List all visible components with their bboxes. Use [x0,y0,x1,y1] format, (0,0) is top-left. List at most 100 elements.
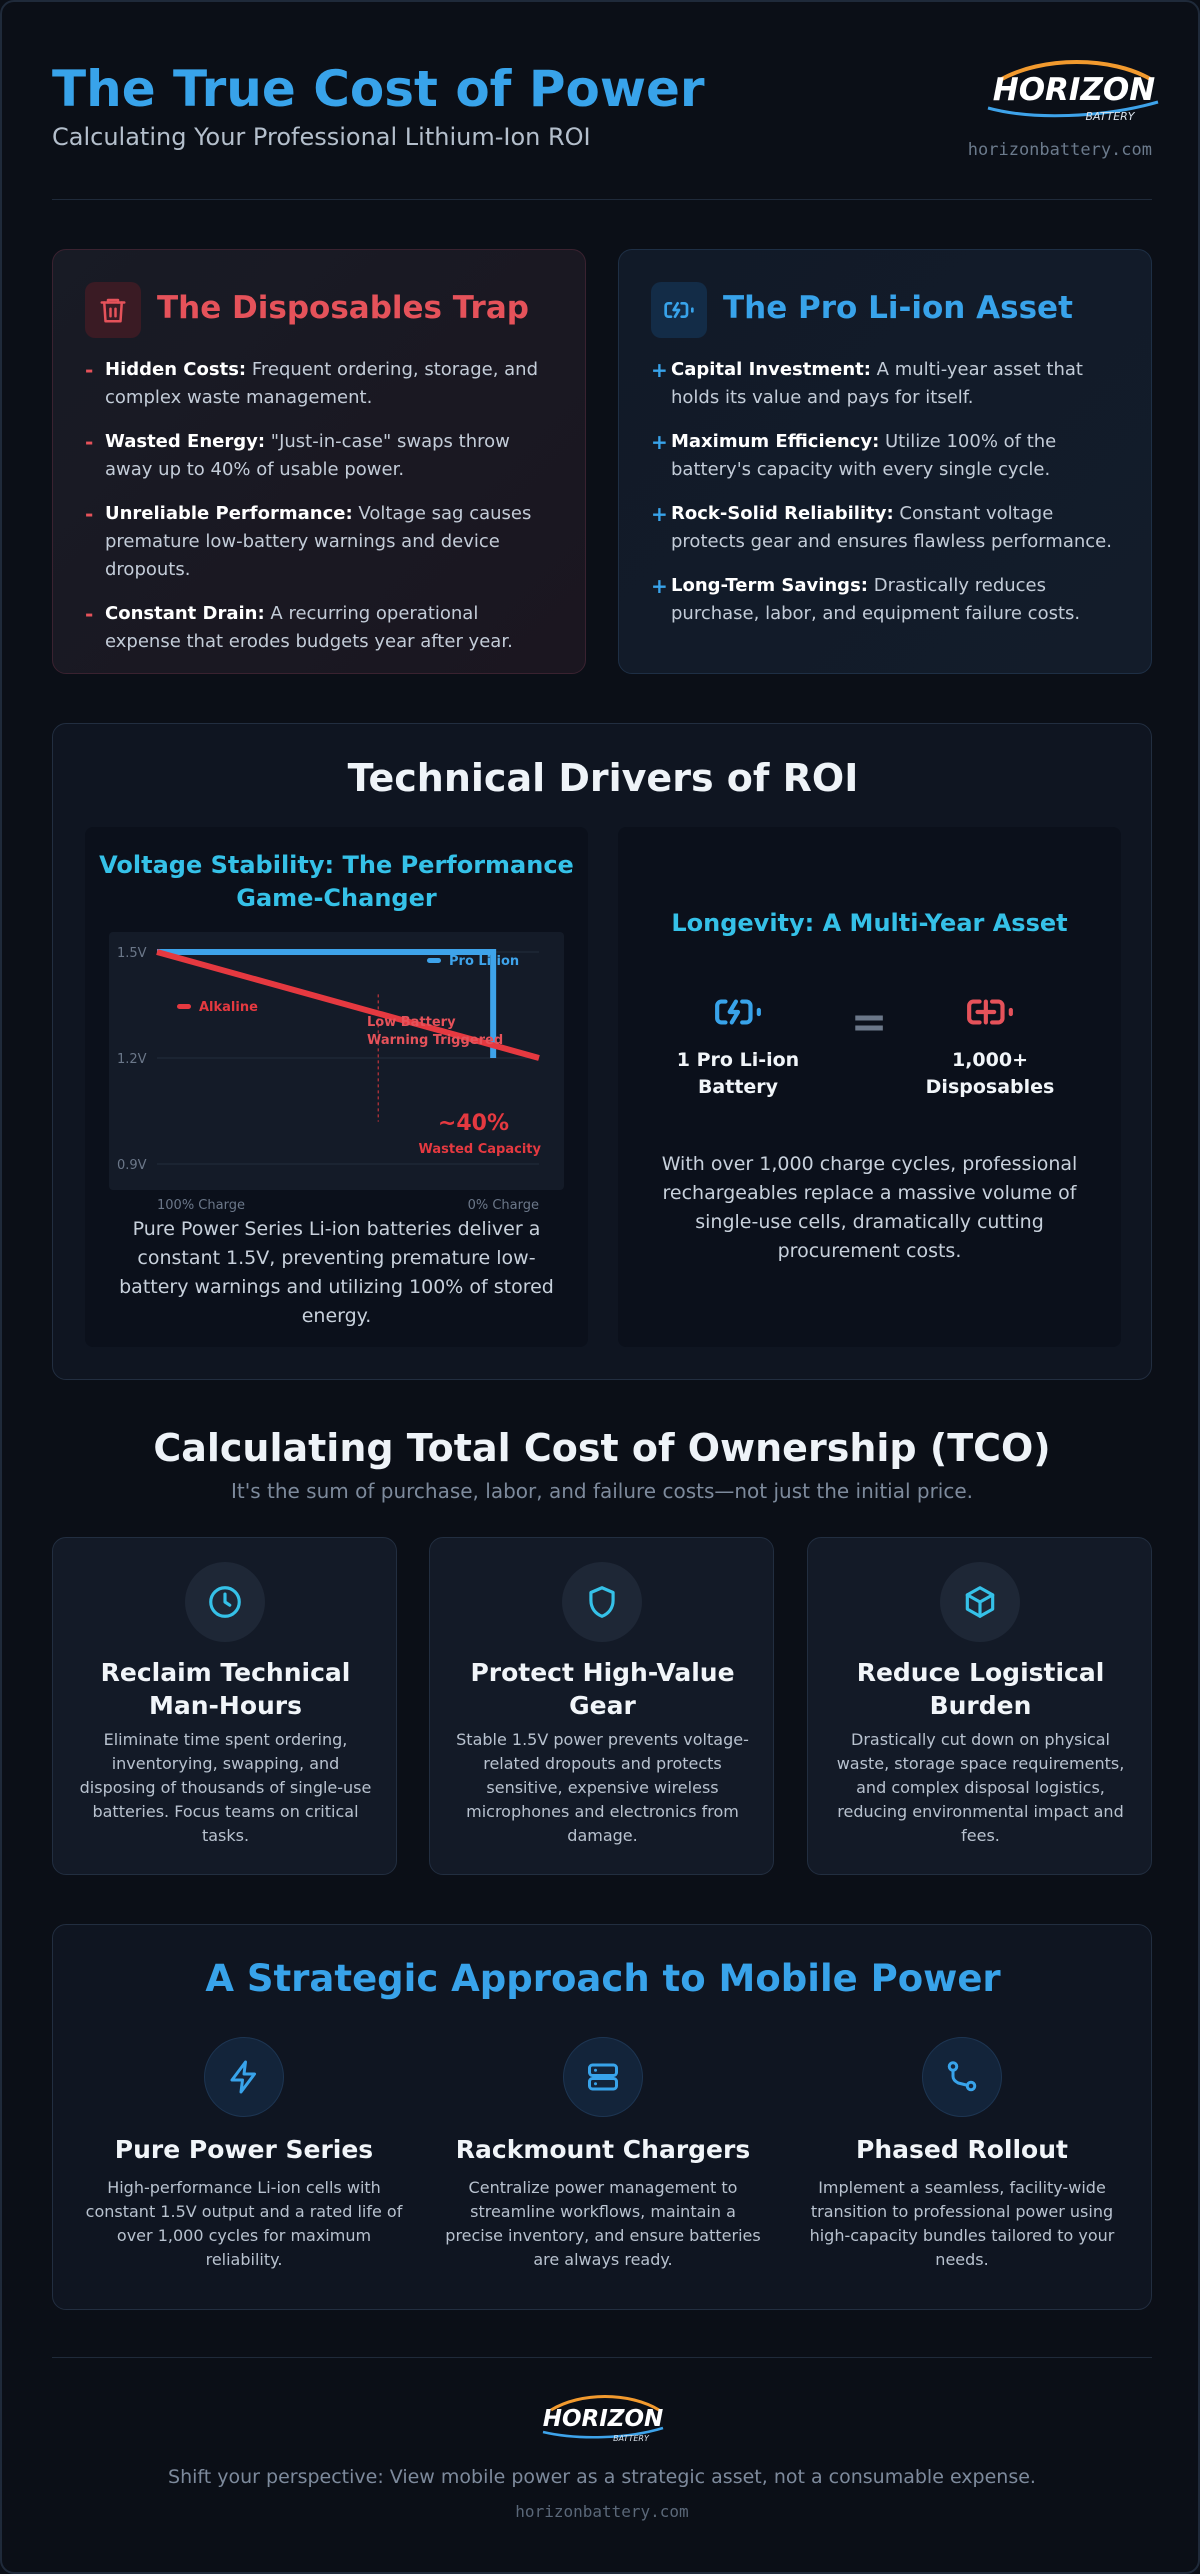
voltage-stability-panel: Voltage Stability: The Performance Game-… [85,827,588,1347]
chart-plot-area [109,932,564,1190]
disposables-label: 1,000+ Disposables [925,1049,1055,1098]
technical-drivers-section: Technical Drivers of ROI Voltage Stabili… [52,723,1152,1380]
list-item: + Rock-Solid Reliability: Constant voltag… [651,500,1123,556]
footer-url: horizonbattery.com [515,2502,689,2521]
lightning-icon [204,2037,284,2117]
item-label: Unreliable Performance: [105,503,353,524]
longevity-panel: Longevity: A Multi-Year Asset 1 Pro Li-i… [618,827,1121,1347]
strategy-item-title: Pure Power Series [114,2135,374,2164]
longevity-title: Longevity: A Multi-Year Asset [671,909,1068,937]
strategy-rackmount: Rackmount Chargers Centralize power mana… [428,2037,778,2272]
item-label: Capital Investment: [671,359,871,380]
disposables-block: 1,000+ Disposables [910,987,1070,1101]
list-item: + Maximum Efficiency: Utilize 100% of the… [651,428,1123,484]
header-divider [52,199,1152,200]
wasted-capacity-label: Wasted Capacity [419,1142,542,1157]
item-text: Drastically reduces purchase, labor, and… [671,575,1081,624]
bullet-marker: - [85,502,94,526]
footer-logo-word: HORIZON [543,2406,664,2432]
trash-icon [85,282,141,338]
equals-sign: = [850,997,888,1048]
footer-logo: HORIZON BATTERY [542,2395,664,2443]
shield-icon [562,1562,642,1642]
item-label: Rock-Solid Reliability: [671,503,894,524]
list-item: - Constant Drain: A recurring operational… [85,600,557,656]
list-item: + Capital Investment: A multi-year asset … [651,356,1123,412]
logo-sub: BATTERY [1085,110,1135,123]
disposables-trap-title: The Disposables Trap [157,290,529,326]
cube-icon [940,1562,1020,1642]
list-item: + Long-Term Savings: Drastically reduces … [651,572,1123,628]
technical-drivers-title: Technical Drivers of ROI [347,756,859,800]
bullet-marker: + [651,502,668,526]
server-icon [563,2037,643,2117]
pro-liion-asset-title: The Pro Li-ion Asset [723,290,1073,326]
footer-tagline: Shift your perspective: View mobile powe… [168,2466,1036,2488]
list-item: - Wasted Energy: "Just-in-case" swaps thr… [85,428,557,484]
tco-card-title: Protect High-Value Gear [470,1658,735,1720]
tco-card-title: Reduce Logistical Burden [856,1658,1105,1720]
battery-charging-icon [715,999,761,1025]
item-text: Frequent ordering, storage, and complex … [105,359,539,408]
item-label: Constant Drain: [105,603,265,624]
pro-liion-asset-list: + Capital Investment: A multi-year asset … [651,356,1123,644]
item-text: Utilize 100% of the battery's capacity w… [671,431,1057,480]
item-label: Maximum Efficiency: [671,431,880,452]
clock-icon [185,1562,265,1642]
x-tick-label: 100% Charge [157,1198,245,1213]
bullet-marker: - [85,358,94,382]
strategy-item-text: Implement a seamless, facility-wide tran… [809,2178,1115,2269]
tco-card-man-hours: Reclaim Technical Man-Hours Eliminate ti… [52,1537,397,1875]
voltage-stability-text: Pure Power Series Li-ion batteries deliv… [119,1218,554,1327]
strategy-item-title: Phased Rollout [856,2135,1068,2164]
item-label: Wasted Energy: [105,431,266,452]
wasted-capacity-value: ~40% [438,1111,509,1136]
item-text: A recurring operational expense that ero… [105,603,513,652]
alkaline-legend-label: Alkaline [199,1000,258,1015]
page-title: The True Cost of Power [52,60,705,118]
item-text: Voltage sag causes premature low-battery… [105,503,532,580]
tco-card-protect-gear: Protect High-Value Gear Stable 1.5V powe… [429,1537,774,1875]
item-text: "Just-in-case" swaps throw away up to 40… [105,431,510,480]
y-tick-label: 1.2V [117,1052,147,1067]
liion-battery-label: 1 Pro Li-ion Battery [676,1049,800,1098]
git-branch-icon [922,2037,1002,2117]
strategy-item-text: High-performance Li-ion cells with const… [85,2178,403,2269]
alkaline-legend-swatch [177,1004,191,1009]
item-label: Long-Term Savings: [671,575,868,596]
strategy-section: A Strategic Approach to Mobile Power Pur… [52,1924,1152,2310]
voltage-chart: 1.5V 1.2V 0.9V 100% Charge 0% Charge Pro Li-i… [109,932,564,1213]
alkaline-series-line [156,949,540,1061]
pro-liion-asset-card: The Pro Li-ion Asset + Capital Investment… [618,249,1152,674]
liion-battery-block: 1 Pro Li-ion Battery [668,987,808,1101]
bullet-marker: - [85,602,94,626]
longevity-text: With over 1,000 charge cycles, professio… [661,1153,1078,1262]
y-tick-label: 1.5V [117,946,147,961]
liion-series-line [157,949,497,1058]
footer-divider [52,2357,1152,2358]
tco-card-title: Reclaim Technical Man-Hours [100,1658,351,1720]
tco-card-text: Eliminate time spent ordering, inventory… [79,1730,372,1845]
item-text: A multi-year asset that holds its value … [671,359,1083,408]
tco-title: Calculating Total Cost of Ownership (TCO… [153,1426,1051,1470]
header-url: horizonbattery.com [967,140,1152,160]
voltage-stability-title: Voltage Stability: The Performance Game-… [99,851,574,912]
bullet-marker: + [651,574,668,598]
strategy-phased-rollout: Phased Rollout Implement a seamless, fac… [787,2037,1137,2272]
disposables-trap-card: The Disposables Trap - Hidden Costs: Freq… [52,249,586,674]
strategy-item-title: Rackmount Chargers [455,2135,751,2164]
battery-charging-icon [651,282,707,338]
disposables-trap-list: - Hidden Costs: Frequent ordering, storag… [85,356,557,672]
tco-card-logistics: Reduce Logistical Burden Drastically cut… [807,1537,1152,1875]
list-item: - Unreliable Performance: Voltage sag cau… [85,500,557,584]
strategy-pure-power: Pure Power Series High-performance Li-io… [69,2037,419,2272]
footer-logo-sub: BATTERY [613,2434,650,2443]
tco-card-text: Stable 1.5V power prevents voltage-relat… [456,1730,749,1845]
y-tick-label: 0.9V [117,1158,147,1173]
tco-subtitle: It's the sum of purchase, labor, and fai… [230,1479,974,1503]
horizon-battery-logo: HORIZON BATTERY [987,60,1159,123]
liion-legend-swatch [427,958,441,963]
liion-legend-label: Pro Li-ion [449,954,519,969]
list-item: - Hidden Costs: Frequent ordering, storag… [85,356,557,412]
warning-annotation-line1: Low Battery [367,1015,456,1030]
